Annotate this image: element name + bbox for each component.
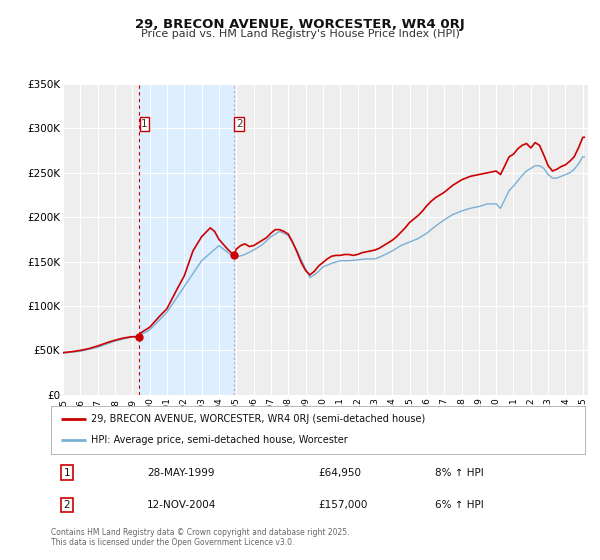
Text: 2: 2	[64, 500, 70, 510]
Text: 29, BRECON AVENUE, WORCESTER, WR4 0RJ: 29, BRECON AVENUE, WORCESTER, WR4 0RJ	[135, 18, 465, 31]
Text: 8% ↑ HPI: 8% ↑ HPI	[436, 468, 484, 478]
Text: 1: 1	[141, 119, 148, 129]
Text: 6% ↑ HPI: 6% ↑ HPI	[436, 500, 484, 510]
Text: 28-MAY-1999: 28-MAY-1999	[147, 468, 215, 478]
Text: HPI: Average price, semi-detached house, Worcester: HPI: Average price, semi-detached house,…	[91, 435, 348, 445]
Bar	[139, 84, 234, 395]
Text: £157,000: £157,000	[318, 500, 367, 510]
Text: 1: 1	[64, 468, 70, 478]
Text: Price paid vs. HM Land Registry's House Price Index (HPI): Price paid vs. HM Land Registry's House …	[140, 29, 460, 39]
Text: £64,950: £64,950	[318, 468, 361, 478]
Text: 2: 2	[236, 119, 242, 129]
Text: 29, BRECON AVENUE, WORCESTER, WR4 0RJ (semi-detached house): 29, BRECON AVENUE, WORCESTER, WR4 0RJ (s…	[91, 414, 425, 424]
Text: Contains HM Land Registry data © Crown copyright and database right 2025.
This d: Contains HM Land Registry data © Crown c…	[51, 528, 349, 547]
Text: 12-NOV-2004: 12-NOV-2004	[147, 500, 217, 510]
